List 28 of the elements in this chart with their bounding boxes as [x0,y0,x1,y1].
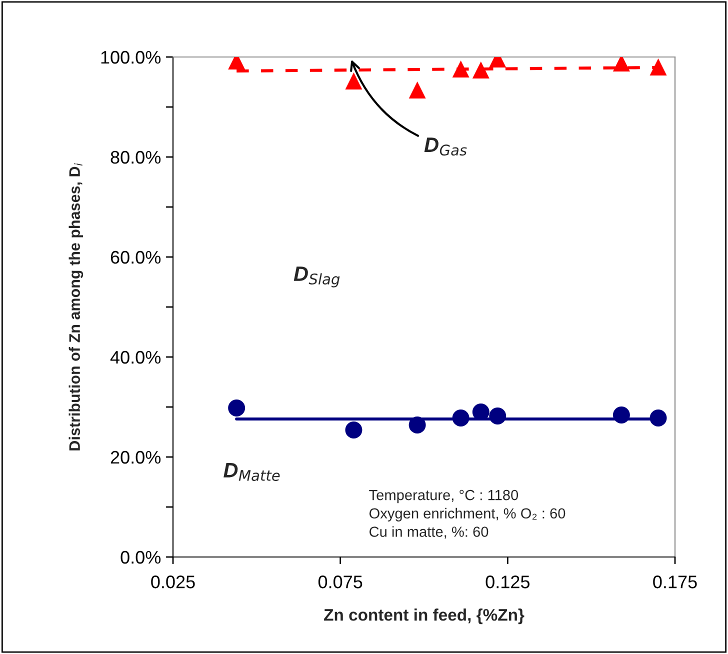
point [650,409,667,427]
annotation: D$_{Gas}$ [424,138,467,156]
x-axis-title: Zn content in feed, {%Zn} [324,608,524,624]
x-tick-label: 0.175 [653,576,697,588]
point [489,407,506,425]
point [408,81,426,99]
y-tick-label: 60.0% [110,250,161,264]
y-tick-label: 40.0% [110,350,161,364]
point [228,399,246,417]
point [345,72,362,90]
y-tick-label: 100.0% [101,50,161,64]
x-tick-label: 0.125 [486,576,530,588]
y-tick-label: 20.0% [110,450,161,464]
y-tick-label: 80.0% [110,150,161,164]
point [452,60,470,78]
y-axis-title: Distribution of Zn among the phases, D$_{i}$ [68,163,84,450]
point [345,421,362,439]
y-tick-label: 0.0% [120,550,161,564]
x-tick-label: 0.025 [151,576,195,588]
x-tick-label: 0.075 [318,576,362,588]
point [408,416,426,434]
annotation: Temperature, °C : 1180 Oxygen enrichment, % O₂ : 60 Cu in matte, %: 60 [369,490,566,539]
point [452,409,470,427]
point [650,58,667,76]
point [472,61,490,79]
point [612,406,630,424]
annotation: D$_{Slag}$ [294,266,340,288]
annotation: D$_{Matte}$ [224,463,280,481]
